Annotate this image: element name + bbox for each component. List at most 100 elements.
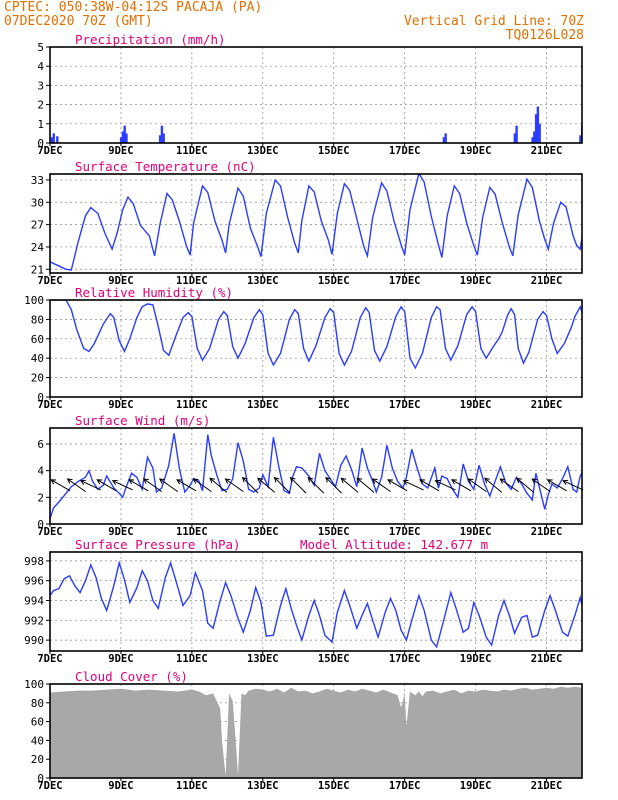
wind-arrow xyxy=(159,478,179,493)
rh-xtick-label: 9DEC xyxy=(108,399,133,411)
wind-arrow-head xyxy=(356,477,363,484)
rh-ytick-label: 60 xyxy=(31,333,44,346)
temp-ytick-label: 24 xyxy=(31,241,45,254)
wind-arrow xyxy=(403,480,424,491)
wind-arrow-head xyxy=(402,479,409,486)
wind-arrow-head xyxy=(531,478,538,484)
wind-arrow-head xyxy=(289,476,296,483)
cloud-ytick-label: 80 xyxy=(31,697,44,710)
wind-arrow xyxy=(225,478,244,493)
precip-bar xyxy=(538,123,541,143)
precip-xtick-label: 21DEC xyxy=(531,145,563,157)
wind-arrow-head xyxy=(111,479,118,486)
cloud-ytick-label: 40 xyxy=(31,734,44,747)
wind-arrow xyxy=(143,478,163,493)
precip-xtick-label: 19DEC xyxy=(460,145,492,157)
wind-xtick-label: 13DEC xyxy=(247,526,279,538)
rh-xtick-label: 21DEC xyxy=(531,399,563,411)
wind-title: Surface Wind (m/s) xyxy=(75,413,210,428)
precip-xtick-label: 15DEC xyxy=(318,145,350,157)
precip-ytick-label: 0 xyxy=(37,137,44,150)
rh-ytick-label: 20 xyxy=(31,372,44,385)
pressure-xtick-label: 13DEC xyxy=(247,653,279,665)
wind-arrow xyxy=(96,479,117,492)
wind-arrow-head xyxy=(96,479,103,485)
precip-bar xyxy=(442,137,446,143)
temp-xtick-label: 19DEC xyxy=(460,275,492,287)
wind-arrow xyxy=(547,479,567,492)
wind-arrow xyxy=(451,479,472,492)
rh-ytick-label: 0 xyxy=(37,391,44,404)
pressure-xtick-label: 7DEC xyxy=(37,653,62,665)
temp-ytick-label: 33 xyxy=(31,174,44,187)
wind-arrow-head xyxy=(484,477,490,484)
cloud-title: Cloud Cover (%) xyxy=(75,669,188,684)
precip-bar xyxy=(513,133,517,143)
temp-ytick-label: 30 xyxy=(31,196,44,209)
precip-xtick-label: 13DEC xyxy=(247,145,279,157)
cloud-xtick-label: 13DEC xyxy=(247,780,279,792)
wind-ytick-label: 2 xyxy=(37,491,44,504)
pressure-xtick-label: 19DEC xyxy=(460,653,492,665)
precip-bar xyxy=(162,133,165,143)
precip-xtick-label: 11DEC xyxy=(176,145,208,157)
precip-xtick-label: 17DEC xyxy=(389,145,421,157)
temp-xtick-label: 9DEC xyxy=(108,275,133,287)
pressure-xtick-label: 21DEC xyxy=(531,653,563,665)
precip-bar xyxy=(158,135,162,143)
wind-arrow xyxy=(176,479,197,492)
wind-xtick-label: 11DEC xyxy=(176,526,208,538)
wind-arrow-head xyxy=(273,476,280,483)
wind-xtick-label: 19DEC xyxy=(460,526,492,538)
station-title: CPTEC: 050:38W-04:12S PACAJA (PA) xyxy=(4,0,263,15)
pressure-ytick-label: 992 xyxy=(24,614,44,627)
wind-arrow xyxy=(516,477,535,493)
rh-xtick-label: 11DEC xyxy=(176,399,208,411)
wind-arrow-head xyxy=(562,479,569,486)
precip-bar xyxy=(533,131,536,143)
cloud-ytick-label: 20 xyxy=(31,753,44,766)
wind-arrow-head xyxy=(387,479,394,485)
pressure-title: Surface Pressure (hPa) xyxy=(75,537,241,552)
wind-arrow-head xyxy=(158,478,165,484)
temp-xtick-label: 15DEC xyxy=(318,275,350,287)
wind-arrow xyxy=(484,477,503,493)
rh-xtick-label: 19DEC xyxy=(460,399,492,411)
precip-bar xyxy=(121,131,125,143)
wind-arrow xyxy=(531,478,551,493)
wind-arrow xyxy=(372,478,391,493)
pressure-note: Model Altitude: 142.677 m xyxy=(300,537,488,552)
wind-arrow xyxy=(325,477,342,494)
wind-xtick-label: 15DEC xyxy=(318,526,350,538)
wind-ytick-label: 6 xyxy=(37,438,44,451)
temp-title: Surface Temperature (nC) xyxy=(75,159,256,174)
temp-xtick-label: 21DEC xyxy=(531,275,563,287)
wind-arrow xyxy=(340,477,359,493)
pressure-ytick-label: 996 xyxy=(24,575,44,588)
wind-frame xyxy=(49,427,583,525)
wind-arrow xyxy=(435,480,456,491)
wind-arrow xyxy=(80,480,101,491)
wind-arrow xyxy=(387,479,408,492)
wind-arrow xyxy=(112,480,133,491)
pressure-ytick-label: 994 xyxy=(24,595,44,608)
pressure-frame xyxy=(49,551,583,652)
wind-ytick-label: 4 xyxy=(37,465,44,478)
run-date: 07DEC2020 70Z (GMT) xyxy=(4,14,153,29)
cloud-area xyxy=(50,686,582,778)
wind-arrow-head xyxy=(340,477,347,484)
precip-xtick-label: 9DEC xyxy=(108,145,133,157)
rh-xtick-label: 15DEC xyxy=(318,399,350,411)
rh-ytick-label: 40 xyxy=(31,352,44,365)
precip-bar xyxy=(579,135,582,143)
wind-arrow xyxy=(67,478,86,493)
wind-arrow xyxy=(290,477,307,494)
pressure-ytick-label: 998 xyxy=(24,555,44,568)
rh-title: Relative Humidity (%) xyxy=(75,285,233,300)
wind-arrow xyxy=(274,477,291,494)
wind-arrow-head xyxy=(325,476,331,483)
wind-arrow-head xyxy=(128,479,135,485)
wind-arrow-head xyxy=(50,479,57,485)
wind-arrow-head xyxy=(79,479,86,486)
temp-xtick-label: 17DEC xyxy=(389,275,421,287)
